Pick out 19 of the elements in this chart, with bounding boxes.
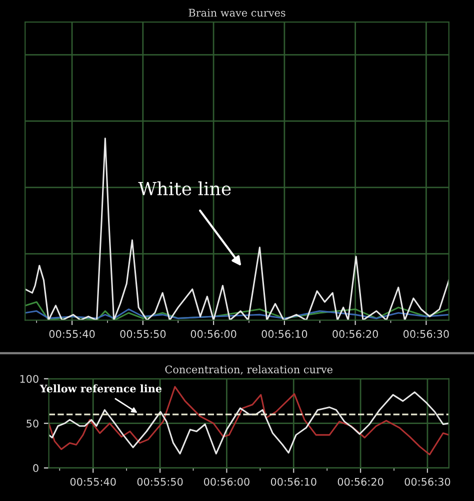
x-tick-label: 00:55:40	[70, 478, 116, 486]
x-tick-label: 00:56:10	[262, 330, 308, 338]
annotation: White line	[138, 181, 231, 196]
x-tick-label: 00:56:00	[204, 478, 250, 486]
x-tick-label: 00:56:10	[270, 478, 316, 486]
x-tick-label: 00:55:40	[49, 330, 95, 338]
chart-title: Brain wave curves	[188, 8, 286, 17]
x-tick-label: 00:56:20	[332, 330, 378, 338]
x-tick-label: 00:56:00	[190, 330, 236, 338]
y-tick-label: 50	[26, 420, 38, 428]
y-tick-label: 100	[20, 374, 38, 383]
x-tick-label: 00:56:30	[404, 478, 450, 486]
x-tick-label: 00:56:20	[338, 478, 384, 486]
chart-title: Concentration, relaxation curve	[165, 365, 332, 375]
x-tick-label: 00:56:30	[403, 330, 449, 338]
annotation: Yellow reference line	[40, 384, 162, 392]
x-tick-label: 00:55:50	[120, 330, 166, 338]
x-tick-label: 00:55:50	[137, 478, 183, 486]
y-tick-label: 0	[33, 464, 38, 472]
